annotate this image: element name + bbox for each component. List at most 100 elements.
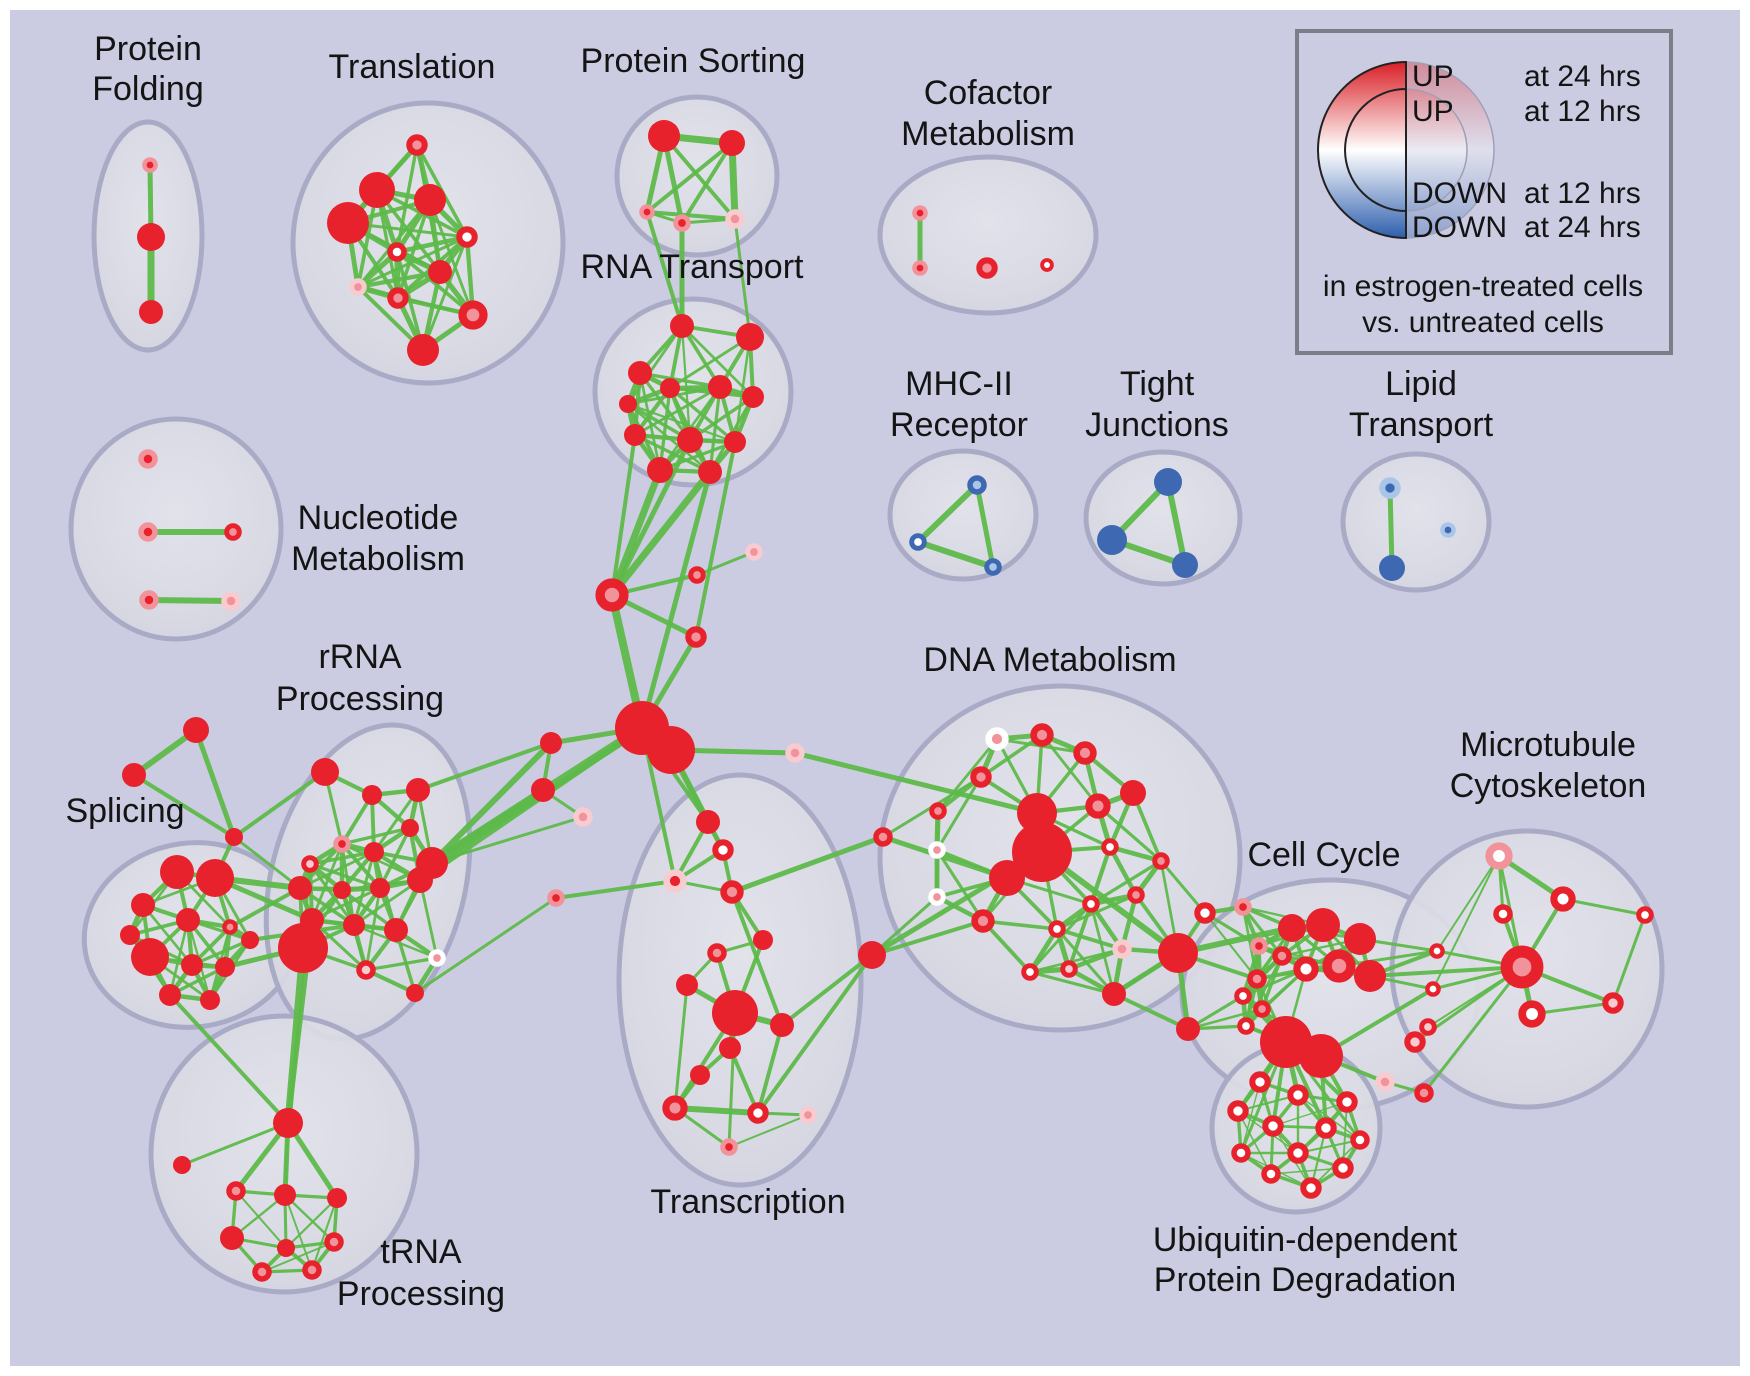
node-mt-10[interactable]	[1404, 1031, 1426, 1053]
node-rt-8[interactable]	[677, 427, 703, 453]
node-rr-9[interactable]	[370, 878, 390, 898]
node-nm-2[interactable]	[224, 523, 242, 541]
node-tx-11[interactable]	[690, 1065, 710, 1085]
node-rr-13[interactable]	[343, 914, 365, 936]
node-tp-0[interactable]	[273, 1108, 303, 1138]
node-hub-8[interactable]	[573, 807, 593, 827]
node-tr-6[interactable]	[428, 260, 452, 284]
node-ub-8[interactable]	[1287, 1142, 1309, 1164]
node-net-2[interactable]	[225, 828, 243, 846]
node-rt-5[interactable]	[742, 386, 764, 408]
node-tr-0[interactable]	[406, 134, 428, 156]
node-cc-3[interactable]	[1306, 908, 1340, 942]
node-tx-8[interactable]	[770, 1013, 794, 1037]
node-tp-6[interactable]	[277, 1239, 295, 1257]
node-dm-15[interactable]	[1127, 886, 1145, 904]
node-tj-0[interactable]	[1154, 468, 1182, 496]
node-rr-15[interactable]	[278, 923, 328, 973]
node-sp-9[interactable]	[159, 984, 181, 1006]
node-pf-0[interactable]	[142, 157, 158, 173]
node-rr-5[interactable]	[364, 842, 384, 862]
node-dm-6[interactable]	[1120, 780, 1146, 806]
node-cc-0[interactable]	[1194, 902, 1216, 924]
node-nm-0[interactable]	[138, 449, 158, 469]
node-mt-9[interactable]	[1636, 906, 1654, 924]
node-rr-1[interactable]	[362, 785, 382, 805]
node-rt-7[interactable]	[624, 424, 646, 446]
node-dm-1[interactable]	[1030, 723, 1054, 747]
node-sp-3[interactable]	[176, 908, 200, 932]
node-rr-18[interactable]	[406, 984, 424, 1002]
node-tx-5[interactable]	[753, 930, 773, 950]
node-ub-0[interactable]	[1249, 1071, 1271, 1093]
node-tr-7[interactable]	[349, 278, 367, 296]
node-ub-10[interactable]	[1261, 1164, 1281, 1184]
node-sp-6[interactable]	[181, 954, 203, 976]
node-net-1[interactable]	[122, 763, 146, 787]
node-hub-9[interactable]	[785, 743, 805, 763]
node-ps-2[interactable]	[639, 204, 655, 220]
node-ps-0[interactable]	[648, 120, 680, 152]
node-ub-4[interactable]	[1262, 1115, 1284, 1137]
node-mt-4[interactable]	[1429, 943, 1445, 959]
node-tr-5[interactable]	[387, 242, 407, 262]
node-dm-3[interactable]	[970, 766, 992, 788]
node-dm-20[interactable]	[1112, 939, 1132, 959]
node-rt-6[interactable]	[619, 395, 637, 413]
node-dm-8[interactable]	[1012, 822, 1072, 882]
node-mt-5[interactable]	[1425, 981, 1441, 997]
node-dm-16[interactable]	[1082, 895, 1100, 913]
node-rt-4[interactable]	[708, 375, 732, 399]
node-dm-14[interactable]	[971, 909, 995, 933]
node-ps-1[interactable]	[719, 130, 745, 156]
node-rr-6[interactable]	[401, 819, 419, 837]
node-dm-22[interactable]	[858, 941, 886, 969]
node-sp-11[interactable]	[241, 931, 259, 949]
node-lt-0[interactable]	[1379, 477, 1401, 499]
node-rt-3[interactable]	[660, 378, 680, 398]
node-tx-7[interactable]	[676, 974, 698, 996]
node-hub-10[interactable]	[873, 827, 893, 847]
node-rr-16[interactable]	[428, 949, 446, 967]
node-cm-0[interactable]	[912, 205, 928, 221]
node-sp-8[interactable]	[120, 925, 140, 945]
node-sp-4[interactable]	[222, 919, 238, 935]
node-cc-12[interactable]	[1253, 1000, 1271, 1018]
node-hub-7[interactable]	[531, 778, 555, 802]
node-cm-1[interactable]	[912, 260, 928, 276]
node-rr-0[interactable]	[311, 758, 339, 786]
node-pf-2[interactable]	[139, 300, 163, 324]
node-tx-12[interactable]	[662, 1095, 688, 1121]
node-dm-11[interactable]	[1101, 838, 1119, 856]
node-cc-2[interactable]	[1278, 914, 1306, 942]
node-dm-12[interactable]	[1152, 852, 1170, 870]
node-tx-1[interactable]	[712, 839, 734, 861]
node-tr-4[interactable]	[456, 226, 478, 248]
node-tx-13[interactable]	[747, 1102, 769, 1124]
node-tp-5[interactable]	[220, 1226, 244, 1250]
node-tr-3[interactable]	[327, 202, 369, 244]
node-mt-6[interactable]	[1419, 1018, 1437, 1036]
node-cc-8[interactable]	[1354, 960, 1386, 992]
node-tx-6[interactable]	[707, 943, 727, 963]
node-rt-2[interactable]	[628, 361, 652, 385]
node-ub-1[interactable]	[1287, 1084, 1309, 1106]
node-dm-4[interactable]	[929, 802, 947, 820]
node-cc-6[interactable]	[1293, 956, 1319, 982]
node-hub-4[interactable]	[745, 543, 763, 561]
node-ub-5[interactable]	[1315, 1117, 1337, 1139]
node-mt-3[interactable]	[1500, 945, 1544, 989]
node-mt-11[interactable]	[1375, 1072, 1395, 1092]
node-ub-7[interactable]	[1231, 1143, 1251, 1163]
node-cc-1[interactable]	[1234, 898, 1252, 916]
node-tp-8[interactable]	[252, 1262, 272, 1282]
node-cc-16[interactable]	[1176, 1017, 1200, 1041]
node-cc-5[interactable]	[1250, 937, 1268, 955]
node-ub-3[interactable]	[1227, 1100, 1249, 1122]
node-tx-14[interactable]	[799, 1106, 817, 1124]
node-sp-0[interactable]	[160, 855, 194, 889]
node-tj-1[interactable]	[1097, 525, 1127, 555]
node-tx-4[interactable]	[720, 880, 744, 904]
node-ub-11[interactable]	[1300, 1177, 1322, 1199]
node-sp-1[interactable]	[196, 859, 234, 897]
